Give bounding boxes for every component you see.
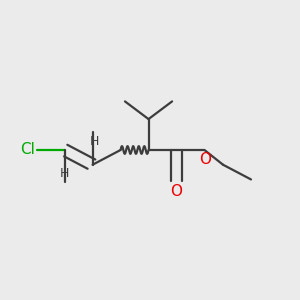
- Text: O: O: [199, 152, 211, 167]
- Text: H: H: [89, 135, 99, 148]
- Text: H: H: [60, 167, 69, 180]
- Text: Cl: Cl: [20, 142, 35, 158]
- Text: O: O: [170, 184, 182, 199]
